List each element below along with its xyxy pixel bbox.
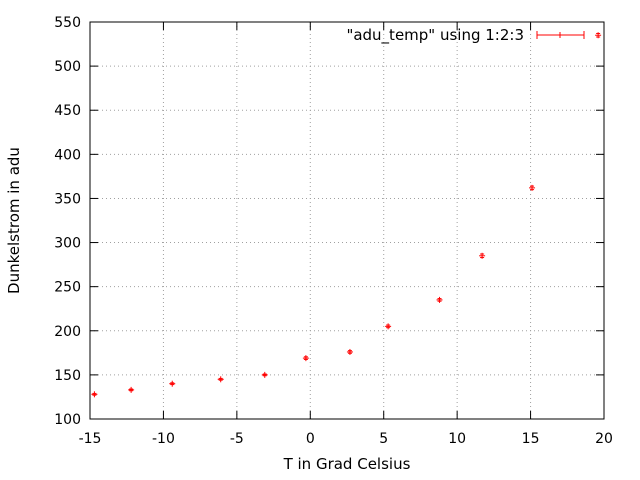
y-axis-label: Dunkelstrom in adu [5,147,23,294]
data-point [217,376,224,383]
x-tick-label: -10 [152,431,175,447]
y-tick-label: 400 [54,147,81,163]
y-tick-label: 200 [54,324,81,340]
y-tick-label: 100 [54,412,81,428]
data-point [479,252,486,259]
data-point [346,348,353,355]
plot-frame [89,21,605,420]
data-point [128,386,135,393]
legend-sample [536,31,585,39]
grid-lines [90,22,604,419]
axis-ticks [89,21,605,420]
x-tick-label: -15 [79,431,102,447]
data-point [169,380,176,387]
y-tick-label: 550 [54,15,81,31]
data-point [261,371,268,378]
legend: "adu_temp" using 1:2:3 [346,26,585,45]
y-tick-label: 150 [54,368,81,384]
x-tick-label: 5 [379,431,388,447]
x-tick-label: 20 [595,431,613,447]
x-tick-label: 10 [448,431,466,447]
y-tick-label: 300 [54,236,81,252]
data-point [595,32,602,39]
data-point [529,184,536,191]
x-tick-label: 0 [306,431,315,447]
legend-label: "adu_temp" using 1:2:3 [346,26,524,45]
y-tick-label: 250 [54,280,81,296]
y-tick-label: 450 [54,103,81,119]
data-point [436,296,443,303]
data-series [91,32,602,398]
y-tick-labels: 100 150 200 250 300 350 400 450 500 550 [54,15,81,428]
data-point [302,355,309,362]
x-tick-labels: -15 -10 -5 0 5 10 15 20 [79,431,613,447]
data-point [91,391,98,398]
y-tick-label: 500 [54,59,81,75]
x-axis-label: T in Grad Celsius [283,455,411,473]
x-tick-label: 15 [522,431,540,447]
data-point [385,323,392,330]
y-tick-label: 350 [54,191,81,207]
x-tick-label: -5 [230,431,244,447]
